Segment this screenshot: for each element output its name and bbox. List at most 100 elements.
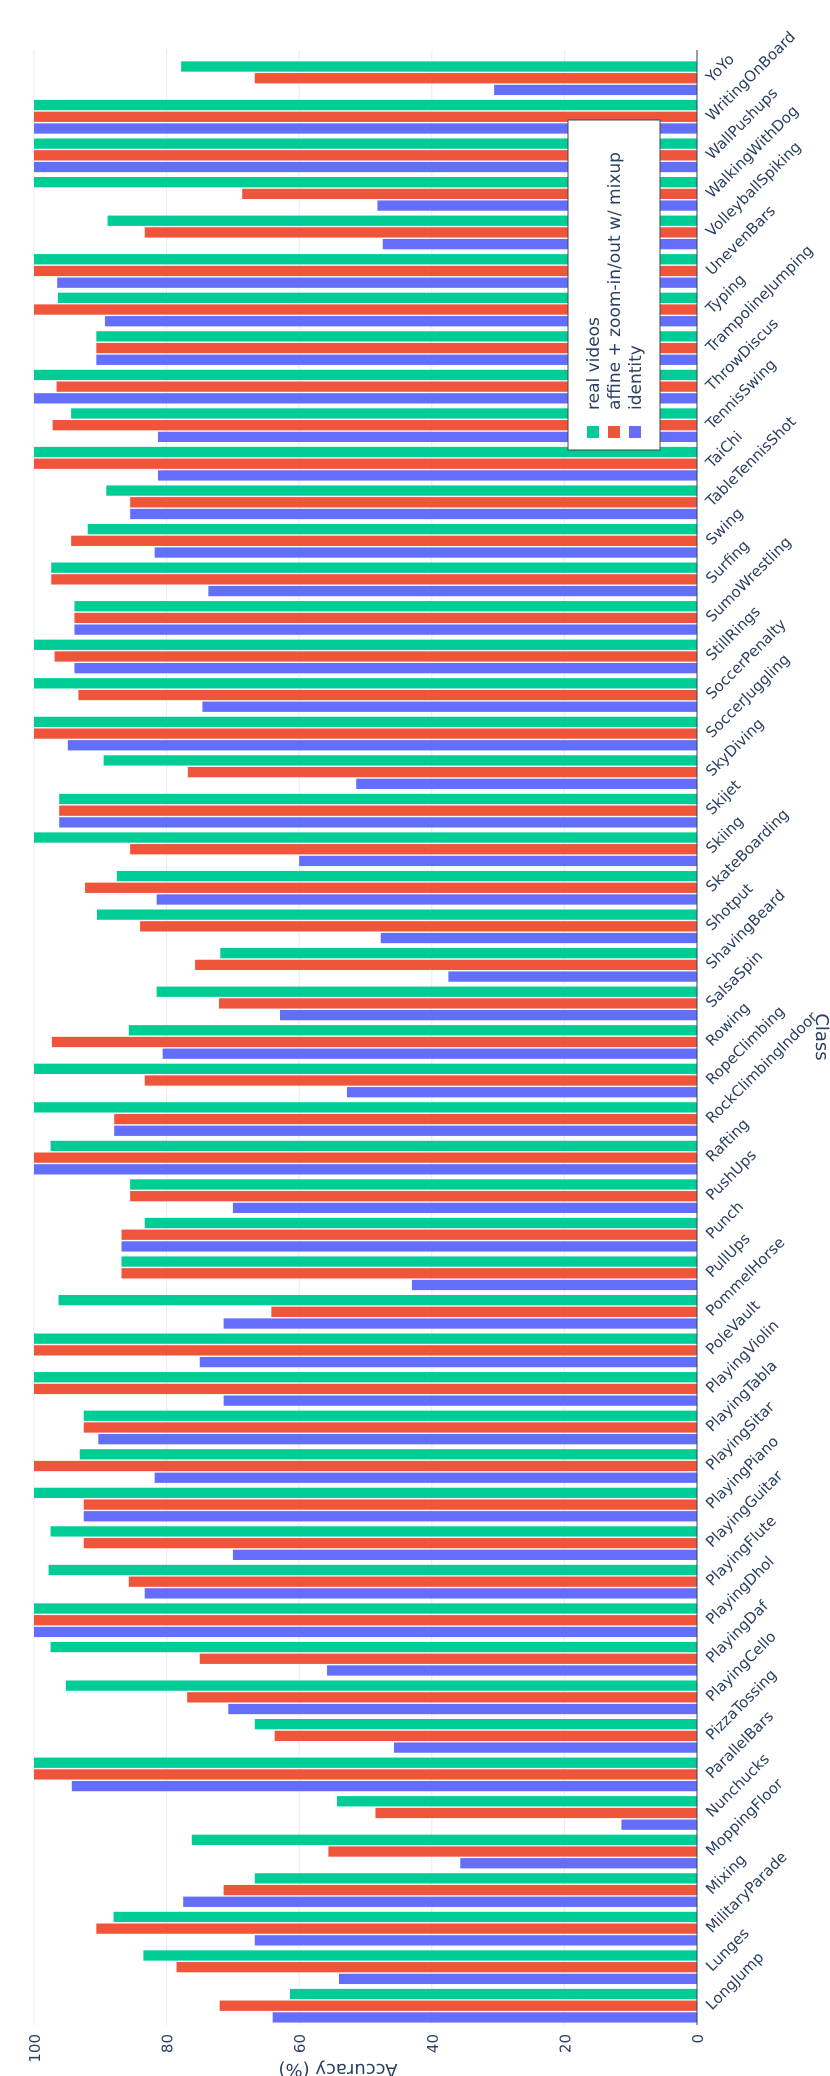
bar [71, 408, 698, 419]
bar [448, 971, 697, 982]
bar [154, 1472, 697, 1483]
bar [219, 2000, 697, 2011]
bar [34, 150, 697, 161]
bar [74, 601, 698, 612]
bar [382, 238, 697, 250]
bar [103, 755, 698, 766]
bar [228, 1703, 697, 1715]
bar [494, 84, 697, 96]
bar [274, 1730, 697, 1742]
bar [83, 1422, 698, 1433]
bar [34, 1152, 697, 1163]
bar [140, 921, 697, 932]
bar [57, 292, 698, 303]
bar [34, 161, 697, 173]
bar [34, 1487, 697, 1499]
bar [96, 331, 697, 342]
bar [34, 138, 697, 149]
bar [328, 1846, 697, 1857]
bar [79, 1449, 697, 1460]
bar [232, 1202, 697, 1214]
bar [83, 1499, 698, 1510]
bar [176, 1962, 698, 1973]
bar [51, 1036, 697, 1048]
bar [208, 585, 697, 597]
bar [338, 1973, 697, 1985]
bar [83, 1511, 698, 1522]
bar [116, 870, 697, 882]
bar [34, 1769, 697, 1780]
bar [34, 1615, 697, 1626]
bar [52, 420, 697, 431]
bar [121, 1229, 698, 1240]
bar [223, 1884, 698, 1896]
bar [191, 1834, 697, 1845]
bar [71, 1780, 697, 1792]
bar [59, 817, 698, 828]
bar [34, 304, 697, 315]
bar [199, 1356, 697, 1368]
bar [34, 639, 697, 650]
bar [144, 1075, 697, 1086]
bar [34, 111, 697, 122]
bar [181, 61, 697, 72]
bar [162, 1048, 697, 1059]
bar [34, 393, 697, 404]
accuracy-tick-labels: 0 20 40 60 80 100 [26, 2034, 707, 2063]
bar [156, 986, 697, 997]
bar [51, 574, 698, 585]
bar [144, 1588, 697, 1599]
bar [279, 1009, 697, 1021]
bar [130, 1191, 697, 1202]
bar [199, 1653, 697, 1664]
bar [232, 1549, 697, 1560]
bar [51, 562, 698, 573]
bar [34, 1345, 697, 1356]
accuracy-tick-label: 80 [159, 2034, 177, 2053]
bar [220, 948, 698, 959]
bar [114, 1125, 697, 1136]
bar [78, 689, 697, 701]
bar [34, 1164, 697, 1175]
bar [71, 535, 698, 546]
bar [54, 651, 698, 662]
bar [34, 1603, 697, 1614]
bar [56, 381, 698, 392]
bar [130, 508, 697, 520]
bar [113, 1911, 697, 1923]
bar [74, 624, 698, 635]
legend-label: identity [626, 345, 646, 410]
bar [74, 663, 698, 674]
bar [58, 1294, 697, 1306]
bar [394, 1742, 697, 1753]
accuracy-tick-label: 60 [291, 2034, 309, 2053]
bar [34, 254, 697, 265]
bar [34, 728, 697, 739]
bar [380, 932, 697, 944]
legend-label: real videos [584, 317, 604, 410]
bar [144, 1217, 697, 1229]
bar [254, 1935, 698, 1946]
bar [121, 1241, 698, 1252]
accuracy-tick-label: 0 [689, 2034, 707, 2044]
bar [74, 612, 698, 624]
y-axis-title: Accuracy (%) [278, 2059, 397, 2076]
bar [154, 547, 697, 558]
bar [34, 1333, 697, 1344]
bar [96, 342, 697, 354]
bar [48, 1564, 697, 1576]
bar [223, 1395, 698, 1406]
bar [460, 1858, 697, 1869]
bar [34, 1383, 697, 1395]
bar [34, 265, 697, 277]
bar [254, 1719, 698, 1730]
bar [254, 1873, 698, 1884]
bar [130, 497, 697, 508]
bar [104, 316, 698, 327]
bar [34, 1626, 697, 1638]
legend-swatch [587, 426, 599, 438]
bar [65, 1680, 698, 1691]
bar [96, 354, 697, 365]
bar [96, 909, 698, 920]
